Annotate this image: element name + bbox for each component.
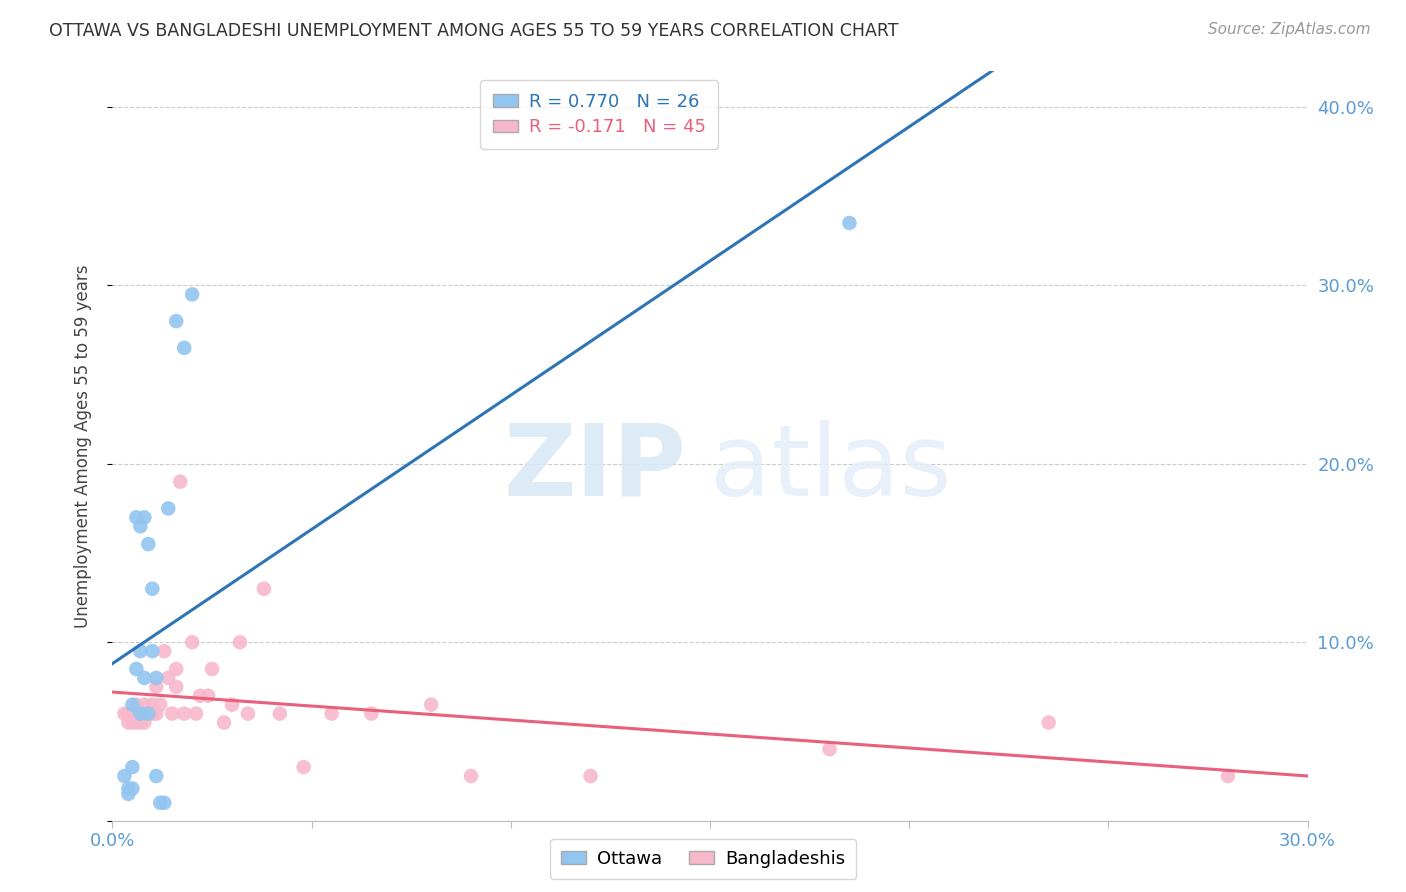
- Point: [212, 715, 235, 730]
- Point: [321, 706, 343, 721]
- Point: [129, 706, 152, 721]
- Point: [269, 706, 291, 721]
- Point: [117, 781, 139, 796]
- Point: [149, 698, 172, 712]
- Text: atlas: atlas: [710, 420, 952, 517]
- Point: [420, 698, 443, 712]
- Point: [125, 715, 148, 730]
- Point: [186, 706, 208, 721]
- Legend: Ottawa, Bangladeshis: Ottawa, Bangladeshis: [550, 838, 856, 879]
- Point: [145, 671, 167, 685]
- Point: [121, 715, 143, 730]
- Text: Source: ZipAtlas.com: Source: ZipAtlas.com: [1208, 22, 1371, 37]
- Point: [121, 760, 143, 774]
- Point: [121, 706, 143, 721]
- Point: [197, 689, 219, 703]
- Point: [145, 769, 167, 783]
- Point: [360, 706, 382, 721]
- Point: [129, 706, 152, 721]
- Point: [145, 706, 167, 721]
- Point: [165, 314, 187, 328]
- Point: [134, 698, 156, 712]
- Point: [165, 662, 187, 676]
- Point: [162, 706, 183, 721]
- Point: [129, 706, 152, 721]
- Point: [579, 769, 602, 783]
- Y-axis label: Unemployment Among Ages 55 to 59 years: Unemployment Among Ages 55 to 59 years: [73, 264, 91, 628]
- Legend: R = 0.770   N = 26, R = -0.171   N = 45: R = 0.770 N = 26, R = -0.171 N = 45: [479, 80, 718, 149]
- Point: [121, 781, 143, 796]
- Point: [292, 760, 315, 774]
- Point: [141, 706, 163, 721]
- Point: [117, 787, 139, 801]
- Point: [141, 644, 163, 658]
- Point: [125, 510, 148, 524]
- Point: [134, 510, 156, 524]
- Text: OTTAWA VS BANGLADESHI UNEMPLOYMENT AMONG AGES 55 TO 59 YEARS CORRELATION CHART: OTTAWA VS BANGLADESHI UNEMPLOYMENT AMONG…: [49, 22, 898, 40]
- Point: [134, 671, 156, 685]
- Point: [169, 475, 191, 489]
- Point: [149, 796, 172, 810]
- Point: [253, 582, 276, 596]
- Point: [818, 742, 841, 756]
- Point: [125, 662, 148, 676]
- Point: [188, 689, 211, 703]
- Point: [1038, 715, 1060, 730]
- Point: [145, 680, 167, 694]
- Point: [236, 706, 259, 721]
- Point: [138, 706, 160, 721]
- Point: [229, 635, 252, 649]
- Point: [181, 635, 204, 649]
- Text: ZIP: ZIP: [503, 420, 686, 517]
- Point: [153, 796, 176, 810]
- Point: [157, 501, 180, 516]
- Point: [114, 706, 135, 721]
- Point: [114, 769, 135, 783]
- Point: [138, 706, 160, 721]
- Point: [129, 715, 152, 730]
- Point: [221, 698, 243, 712]
- Point: [173, 341, 195, 355]
- Point: [141, 582, 163, 596]
- Point: [1216, 769, 1239, 783]
- Point: [125, 698, 148, 712]
- Point: [141, 698, 163, 712]
- Point: [121, 698, 143, 712]
- Point: [838, 216, 860, 230]
- Point: [117, 715, 139, 730]
- Point: [181, 287, 204, 301]
- Point: [157, 671, 180, 685]
- Point: [165, 680, 187, 694]
- Point: [173, 706, 195, 721]
- Point: [129, 644, 152, 658]
- Point: [134, 715, 156, 730]
- Point: [201, 662, 224, 676]
- Point: [117, 706, 139, 721]
- Point: [460, 769, 482, 783]
- Point: [153, 644, 176, 658]
- Point: [129, 519, 152, 533]
- Point: [138, 537, 160, 551]
